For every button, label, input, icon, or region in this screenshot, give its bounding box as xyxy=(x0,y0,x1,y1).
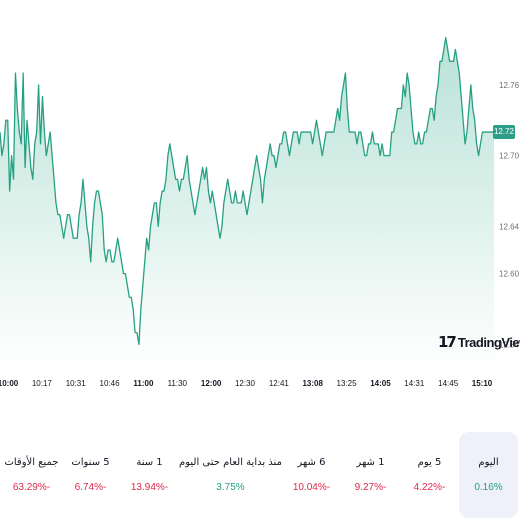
period-tab-change-value: 3.75% xyxy=(216,482,245,493)
price-chart[interactable]: 12.76 12.70 12.64 12.60 12.54 10:00 10:17 10:31… xyxy=(0,0,520,400)
period-tab[interactable]: 5 يوم 4.22%- xyxy=(400,432,459,518)
period-tab-change-value: 63.29%- xyxy=(12,482,51,493)
x-axis-tick-label: 14:05 xyxy=(370,379,391,388)
y-axis-tick-label: 12.54 xyxy=(499,340,520,349)
x-axis-tick-label: 12:30 xyxy=(235,379,256,388)
period-tab-change-value: 9.27%- xyxy=(354,482,387,493)
tradingview-logo-icon: 17 xyxy=(438,333,457,351)
x-axis-tick-label: 11:00 xyxy=(133,379,154,388)
x-axis-tick-label: 10:17 xyxy=(32,379,53,388)
tradingview-logo[interactable]: 17 TradingView xyxy=(438,333,520,351)
period-tab-change-value: 0.16% xyxy=(474,482,503,493)
period-performance-tabs: اليوم 0.16% 5 يوم 4.22%- 1 شهر 9.27%- 6 شهر 10.… xyxy=(2,432,518,518)
x-axis-tick-label: 10:31 xyxy=(66,379,87,388)
last-price-badge: 12.72 xyxy=(493,125,515,140)
y-axis-tick-label: 12.70 xyxy=(499,152,520,161)
price-line xyxy=(0,37,494,346)
price-area-fill xyxy=(0,37,494,368)
x-axis-tick-label: 12:00 xyxy=(201,379,222,388)
period-tab-label: 5 سنوات xyxy=(71,457,110,468)
period-tab[interactable]: اليوم 0.16% xyxy=(458,432,518,518)
x-axis-tick-label: 13:08 xyxy=(302,379,323,388)
period-tab-label: جميع الأوقات xyxy=(4,457,59,468)
period-tab[interactable]: 5 سنوات 6.74%- xyxy=(61,432,120,518)
y-axis-tick-label: 12.60 xyxy=(499,270,520,279)
x-axis-tick-label: 11:30 xyxy=(168,379,188,388)
period-tab-label: 6 شهر xyxy=(297,457,326,468)
period-tab[interactable]: 1 شهر 9.27%- xyxy=(341,432,400,518)
period-tab-change-value: 6.74%- xyxy=(74,482,107,493)
period-tab[interactable]: 6 شهر 10.04%- xyxy=(282,432,341,518)
x-axis-tick-label: 14:31 xyxy=(404,379,425,388)
x-axis-tick-label: 10:00 xyxy=(0,379,19,388)
x-axis-tick-label: 12:41 xyxy=(269,379,290,388)
x-axis-tick-label: 13:25 xyxy=(337,379,358,388)
x-axis-tick-label: 10:46 xyxy=(100,379,121,388)
period-tab-change-value: 10.04%- xyxy=(292,482,331,493)
period-tab[interactable]: جميع الأوقات 63.29%- xyxy=(2,432,61,518)
period-tab-label: 1 شهر xyxy=(356,457,385,468)
period-tab-label: اليوم xyxy=(478,457,499,468)
period-tab-label: 5 يوم xyxy=(417,457,442,468)
y-axis-tick-label: 12.64 xyxy=(499,222,520,231)
period-tab-label: 1 سنة xyxy=(136,457,163,468)
period-tab-label: منذ بداية العام حتى اليوم xyxy=(179,457,282,468)
period-tab-change-value: 13.94%- xyxy=(130,482,169,493)
price-chart-svg[interactable]: 12.76 12.70 12.64 12.60 12.54 10:00 10:17 10:31… xyxy=(0,0,520,400)
x-axis-tick-label: 14:45 xyxy=(438,379,459,388)
period-tab[interactable]: 1 سنة 13.94%- xyxy=(120,432,179,518)
tradingview-logo-text: TradingView xyxy=(457,334,520,350)
y-axis-tick-label: 12.76 xyxy=(499,81,520,90)
period-tab[interactable]: منذ بداية العام حتى اليوم 3.75% xyxy=(179,432,282,518)
period-tab-change-value: 4.22%- xyxy=(413,482,446,493)
x-axis-tick-label: 15:10 xyxy=(472,379,493,388)
